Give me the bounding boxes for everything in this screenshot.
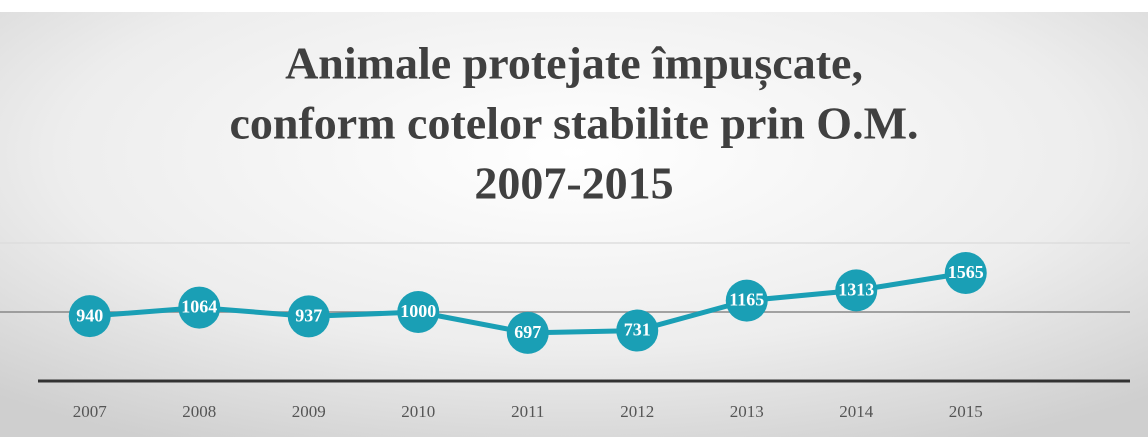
data-label: 1000 — [400, 301, 436, 321]
data-label: 1165 — [729, 290, 764, 310]
x-tick-label: 2007 — [73, 402, 108, 421]
x-tick-label: 2010 — [401, 402, 435, 421]
chart-title-line: conform cotelor stabilite prin O.M. — [229, 98, 918, 149]
x-tick-label: 2012 — [620, 402, 654, 421]
data-label: 1064 — [181, 297, 217, 317]
data-label: 940 — [76, 305, 103, 325]
data-point — [287, 295, 330, 338]
data-label: 731 — [624, 320, 651, 340]
x-tick-label: 2011 — [511, 402, 544, 421]
data-point — [397, 291, 440, 333]
x-tick-label: 2013 — [730, 402, 764, 421]
top-band — [0, 0, 1148, 12]
data-label: 697 — [514, 322, 541, 342]
data-point — [506, 311, 549, 354]
data-point — [616, 309, 659, 352]
data-point — [68, 295, 111, 338]
data-label: 937 — [295, 305, 322, 325]
data-label: 1313 — [838, 280, 874, 300]
x-tick-label: 2008 — [182, 402, 216, 421]
data-point — [944, 252, 987, 295]
chart-title-line: 2007-2015 — [474, 158, 673, 209]
chart-title: Animale protejate împușcate, conform cote… — [229, 38, 918, 209]
chart-title-line: Animale protejate împușcate, — [285, 38, 863, 91]
data-label: 1565 — [948, 262, 984, 282]
x-tick-label: 2014 — [839, 402, 874, 421]
data-point — [178, 286, 221, 329]
x-tick-label: 2015 — [949, 402, 983, 421]
x-tick-label: 2009 — [292, 402, 326, 421]
data-point — [725, 279, 768, 322]
data-point — [835, 269, 878, 312]
